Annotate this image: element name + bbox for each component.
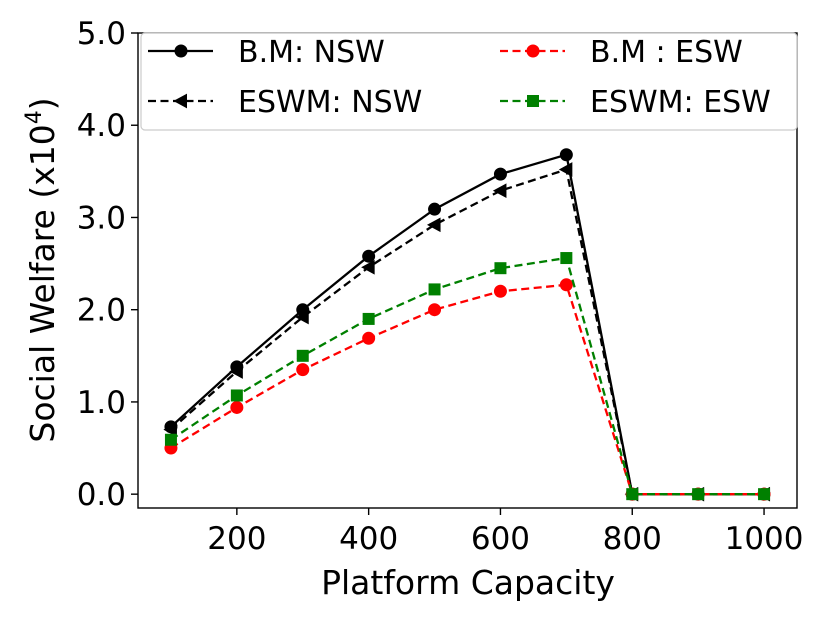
data-point-eswm-esw bbox=[296, 349, 309, 362]
legend-marker-eswm-esw bbox=[527, 95, 539, 107]
legend-marker-b-m-esw bbox=[526, 44, 540, 58]
series-line-b-m-nsw bbox=[170, 153, 764, 496]
data-point-eswm-nsw bbox=[295, 309, 309, 325]
y-tick-label: 2.0 bbox=[77, 293, 126, 329]
data-point-eswm-nsw bbox=[163, 422, 177, 437]
data-point-eswm-nsw bbox=[492, 183, 507, 199]
legend-marker-b-m-nsw bbox=[174, 44, 188, 58]
legend-label-eswm-esw: ESWM: ESW bbox=[590, 85, 771, 120]
y-tick-label: 5.0 bbox=[77, 16, 126, 52]
data-point-b-m-esw bbox=[296, 363, 310, 377]
legend-frame bbox=[140, 32, 798, 131]
data-point-eswm-esw bbox=[758, 488, 771, 501]
y-tick-label: 1.0 bbox=[77, 385, 126, 421]
data-point-b-m-nsw bbox=[362, 249, 376, 263]
data-point-eswm-esw bbox=[362, 312, 375, 325]
x-tick-label: 600 bbox=[471, 521, 530, 557]
x-tick-label: 800 bbox=[603, 521, 662, 557]
x-tick-label: 400 bbox=[339, 521, 398, 557]
series-line-eswm-esw bbox=[170, 256, 764, 496]
data-point-eswm-nsw bbox=[229, 364, 243, 379]
axes: 200 400 600 800 1000 0.0 1.0 2.0 3.0 4.0 5.0 bbox=[77, 16, 804, 557]
y-axis-label-base: Social Welfare (x10 bbox=[23, 124, 62, 442]
series-line-eswm-nsw bbox=[170, 168, 764, 496]
data-point-b-m-esw bbox=[230, 400, 244, 414]
data-point-eswm-nsw bbox=[427, 217, 441, 233]
data-point-b-m-nsw bbox=[559, 148, 573, 162]
legend-marker-eswm-nsw bbox=[173, 93, 187, 109]
data-point-eswm-esw bbox=[692, 488, 705, 501]
data-point-b-m-esw bbox=[428, 303, 442, 317]
legend-label-b-m-esw: B.M : ESW bbox=[590, 35, 743, 70]
y-axis-label: Social Welfare (x104) bbox=[22, 97, 62, 442]
data-point-eswm-nsw bbox=[558, 162, 573, 177]
data-point-b-m-esw bbox=[362, 331, 376, 345]
x-tick-label: 200 bbox=[207, 521, 266, 557]
data-point-eswm-esw bbox=[494, 262, 507, 275]
data-point-b-m-nsw bbox=[428, 202, 442, 216]
series-line-b-m-esw bbox=[170, 283, 764, 496]
data-point-eswm-esw bbox=[560, 252, 573, 265]
legend: B.M: NSW B.M : ESW ESWM: NSW ESWM: ESW bbox=[140, 32, 798, 131]
legend-label-b-m-nsw: B.M: NSW bbox=[238, 35, 385, 70]
legend-label-eswm-nsw: ESWM: NSW bbox=[238, 85, 422, 120]
data-point-eswm-esw bbox=[428, 283, 441, 296]
x-tick-label: 1000 bbox=[725, 521, 804, 557]
data-point-b-m-nsw bbox=[493, 167, 507, 181]
y-tick-label: 4.0 bbox=[77, 108, 126, 144]
y-axis-label-close: ) bbox=[23, 97, 62, 110]
y-axis-label-exponent: 4 bbox=[22, 110, 47, 124]
y-tick-label: 0.0 bbox=[77, 477, 126, 513]
data-point-b-m-esw bbox=[559, 278, 573, 292]
x-axis-label: Platform Capacity bbox=[321, 563, 615, 602]
data-point-eswm-esw bbox=[230, 389, 243, 402]
data-point-eswm-esw bbox=[626, 488, 639, 501]
data-point-b-m-esw bbox=[493, 284, 507, 298]
plot-area bbox=[163, 148, 771, 502]
data-point-eswm-nsw bbox=[361, 259, 375, 275]
data-point-eswm-esw bbox=[164, 433, 177, 446]
y-tick-label: 3.0 bbox=[77, 200, 126, 236]
